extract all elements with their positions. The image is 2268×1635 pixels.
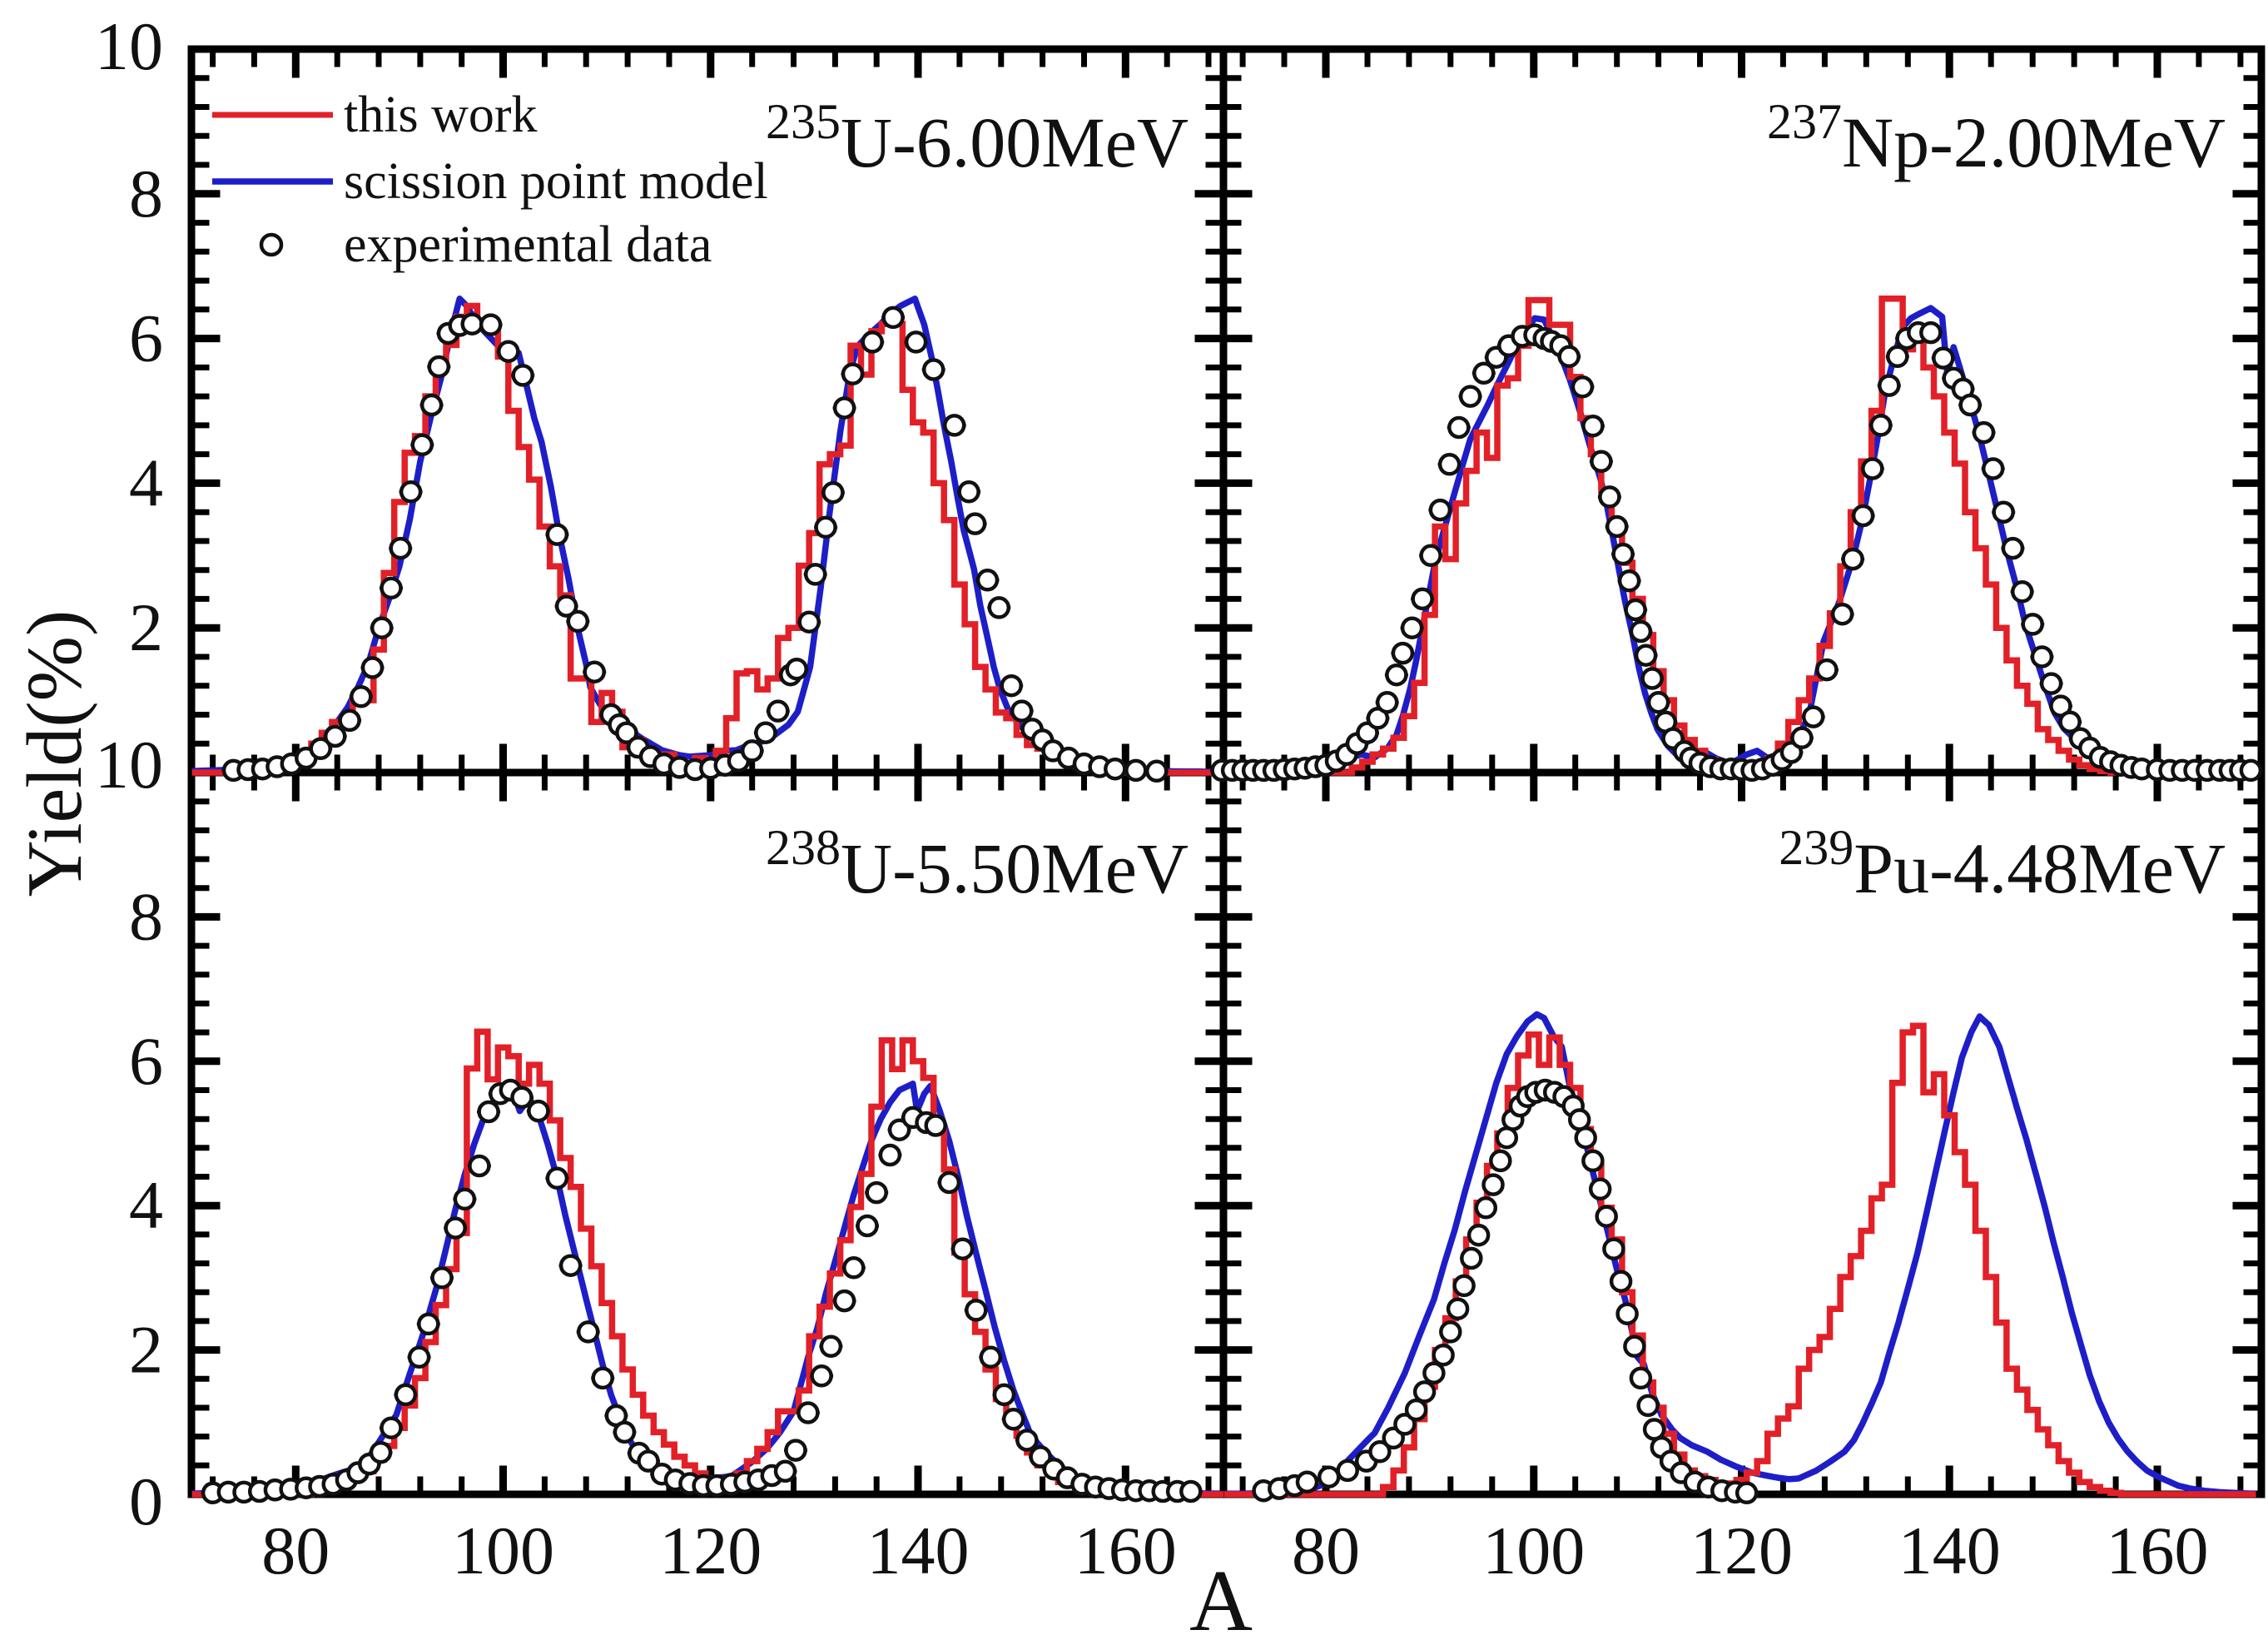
svg-text:120: 120 <box>1690 1513 1793 1588</box>
svg-text:120: 120 <box>659 1513 762 1588</box>
svg-text:100: 100 <box>1482 1513 1585 1588</box>
svg-text:8: 8 <box>129 156 163 231</box>
svg-text:100: 100 <box>452 1513 554 1588</box>
svg-text:this work: this work <box>344 87 538 143</box>
svg-text:2: 2 <box>129 589 163 665</box>
svg-text:237Np-2.00MeV: 237Np-2.00MeV <box>1767 94 2226 182</box>
svg-text:A: A <box>1189 1552 1253 1635</box>
svg-text:scission point model: scission point model <box>344 153 768 210</box>
svg-text:0: 0 <box>129 1464 163 1539</box>
svg-text:80: 80 <box>1292 1513 1360 1588</box>
svg-text:140: 140 <box>867 1513 970 1588</box>
svg-text:experimental data: experimental data <box>344 216 712 273</box>
svg-text:160: 160 <box>1074 1513 1177 1588</box>
svg-text:238U-5.50MeV: 238U-5.50MeV <box>766 820 1189 908</box>
svg-text:8: 8 <box>129 878 163 954</box>
svg-text:4: 4 <box>129 1167 163 1243</box>
svg-text:140: 140 <box>1898 1513 2001 1588</box>
svg-text:6: 6 <box>129 1023 163 1099</box>
svg-text:80: 80 <box>261 1513 330 1588</box>
svg-text:2: 2 <box>129 1312 163 1388</box>
svg-text:239Pu-4.48MeV: 239Pu-4.48MeV <box>1779 820 2226 908</box>
svg-text:10: 10 <box>95 8 163 84</box>
svg-text:Yield(%): Yield(%) <box>12 610 98 897</box>
svg-text:235U-6.00MeV: 235U-6.00MeV <box>766 94 1189 182</box>
svg-text:10: 10 <box>95 727 163 803</box>
svg-text:6: 6 <box>129 301 163 376</box>
svg-text:4: 4 <box>129 445 163 520</box>
svg-text:160: 160 <box>2107 1513 2209 1588</box>
